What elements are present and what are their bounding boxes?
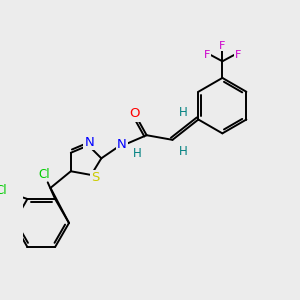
Text: Cl: Cl xyxy=(0,184,7,197)
Text: H: H xyxy=(133,147,142,160)
Text: H: H xyxy=(179,106,188,118)
Text: F: F xyxy=(235,50,241,60)
Text: S: S xyxy=(91,171,99,184)
Text: F: F xyxy=(203,50,210,60)
Text: Cl: Cl xyxy=(38,167,50,181)
Text: H: H xyxy=(179,145,188,158)
Text: N: N xyxy=(84,136,94,149)
Text: F: F xyxy=(219,40,226,51)
Text: N: N xyxy=(117,138,127,151)
Text: O: O xyxy=(129,107,140,121)
